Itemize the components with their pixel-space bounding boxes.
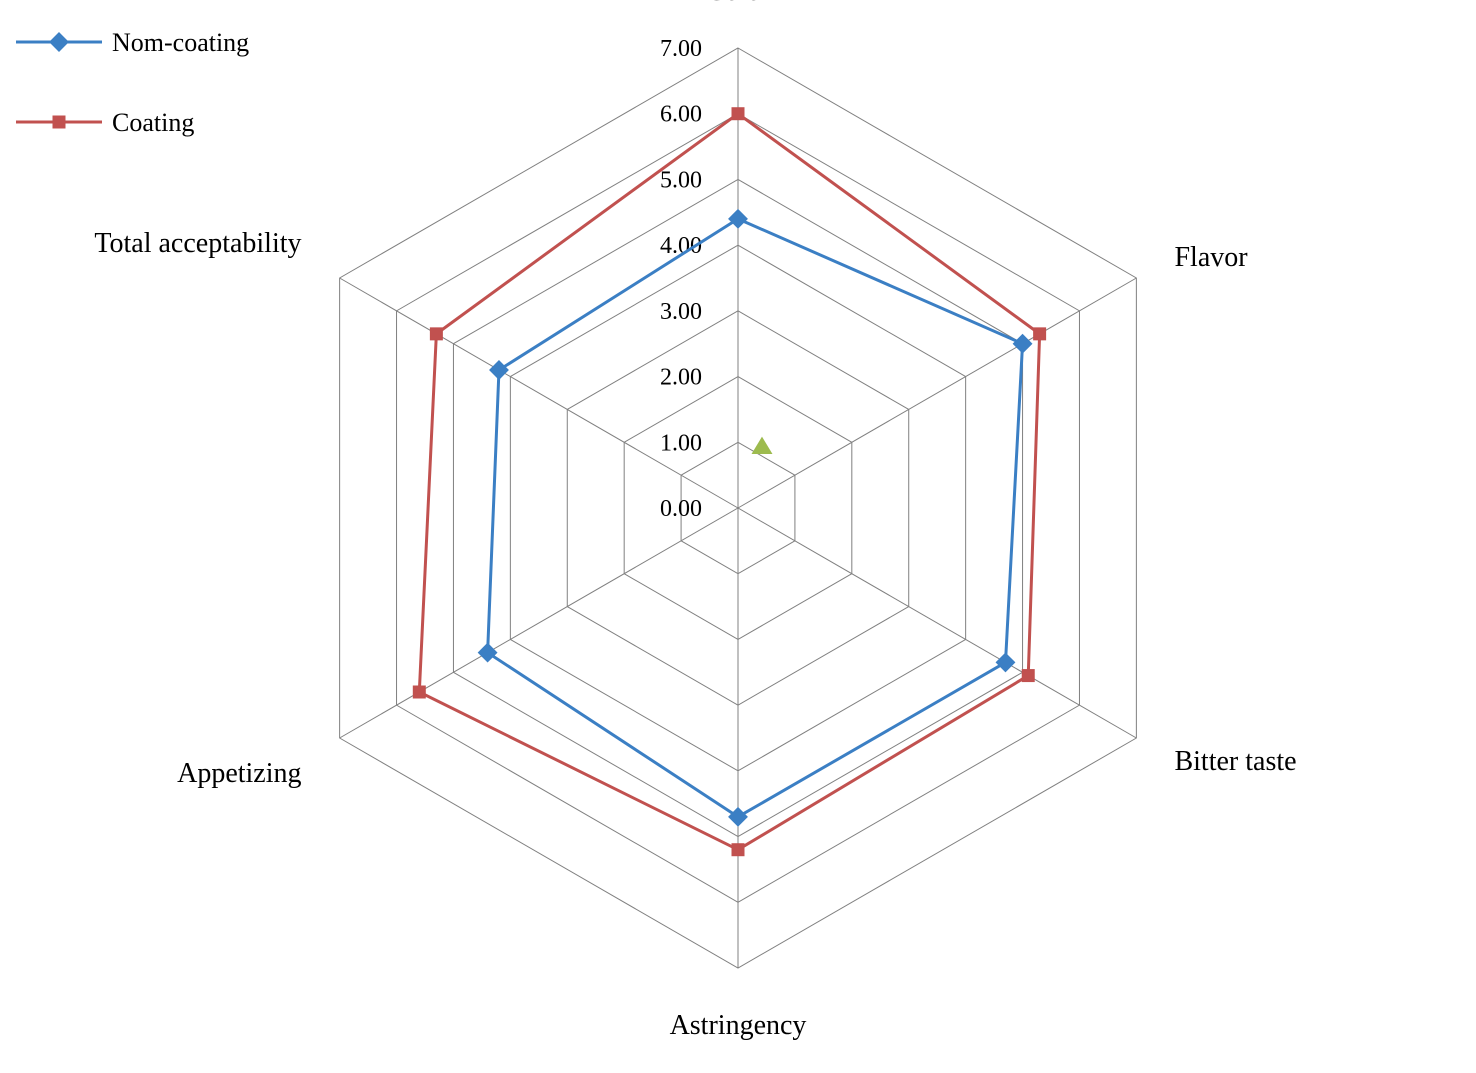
axis-label: Flavor	[1174, 242, 1248, 273]
radar-series	[413, 108, 1045, 856]
legend: Nom-coating Coating	[16, 28, 249, 137]
tick-label: 0.00	[660, 496, 702, 522]
axis-label: Astringency	[670, 1010, 807, 1041]
axis-label: Appetizing	[177, 758, 301, 789]
legend-item: Nom-coating	[16, 28, 249, 57]
radar-grid	[340, 48, 1137, 968]
tick-label: 2.00	[660, 365, 702, 391]
legend-item: Coating	[16, 108, 194, 137]
tick-label: 6.00	[660, 102, 702, 128]
tick-label: 3.00	[660, 299, 702, 325]
center-marker	[752, 438, 771, 454]
tick-label: 7.00	[660, 36, 702, 62]
axis-label: Bitter taste	[1174, 746, 1296, 777]
legend-label: Nom-coating	[112, 28, 249, 57]
legend-label: Coating	[112, 108, 194, 137]
radar-chart: 0.001.002.003.004.005.006.007.00ColorFla…	[0, 0, 1476, 1073]
tick-label: 5.00	[660, 167, 702, 193]
radar-tick-labels: 0.001.002.003.004.005.006.007.00	[660, 36, 702, 522]
axis-label: Total acceptability	[94, 228, 301, 259]
axis-label: Color	[706, 0, 770, 7]
tick-label: 1.00	[660, 430, 702, 456]
